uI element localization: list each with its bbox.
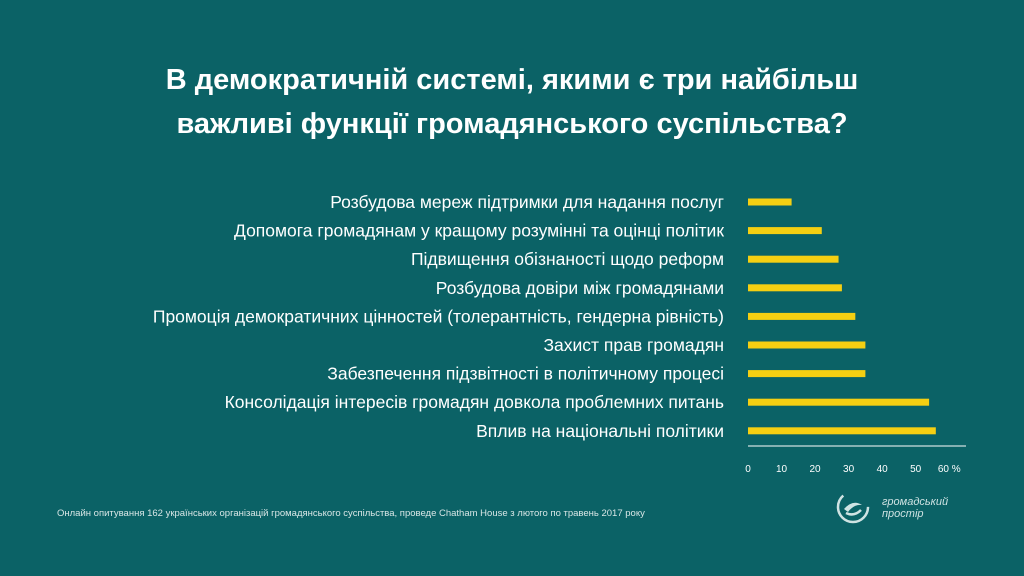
category-label: Розбудова довіри між громадянами [436,278,724,298]
category-label: Підвищення обізнаності щодо реформ [411,249,724,269]
bar [748,341,866,349]
swirl-logo-icon [836,490,870,524]
bar [748,312,856,320]
x-tick-label: 10 [776,464,788,475]
bar [748,370,866,378]
bar [748,427,936,435]
logo-text: громадський простір [882,496,948,520]
chart-title: В демократичній системі, якими є три най… [0,58,1024,146]
x-tick-label: 40 [877,464,889,475]
x-tick-label: 30 [843,464,855,475]
x-tick-label: 50 [910,464,922,475]
logo-line-2: простір [882,508,924,520]
bar [748,227,822,235]
title-line-2: важливі функції громадянського суспільст… [176,108,848,140]
x-tick-label: 20 [810,464,822,475]
bar [748,198,792,206]
category-label: Консолідація інтересів громадян довкола … [225,392,724,412]
brand-logo: громадський простір [836,490,996,526]
bar [748,398,930,406]
logo-line-1: громадський [882,496,949,508]
category-label: Захист прав громадян [543,335,724,355]
title-line-1: В демократичній системі, якими є три най… [165,64,859,96]
category-label: Вплив на національні політики [476,421,724,441]
x-tick-label: 0 [745,464,751,475]
source-footnote: Онлайн опитування 162 українських органі… [57,508,645,519]
bar [748,255,839,263]
x-tick-label: 60 % [938,464,961,475]
category-label: Промоція демократичних цінностей (толера… [153,306,724,326]
category-label: Допомога громадянам у кращому розумінні … [234,221,724,241]
category-label: Забезпечення підзвітності в політичному … [327,364,724,384]
category-label: Розбудова мереж підтримки для надання по… [330,192,724,212]
bar [748,284,842,292]
